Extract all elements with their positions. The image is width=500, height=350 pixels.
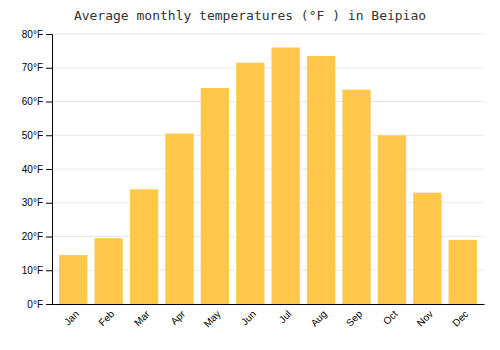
tick-mark: [46, 304, 52, 305]
tick-mark: [46, 270, 52, 271]
tick: 40°F: [22, 164, 52, 175]
tick-mark: [46, 34, 52, 35]
tick-label: 50°F: [22, 130, 43, 141]
tick-label: 70°F: [22, 62, 43, 73]
tick-label: Apr: [168, 308, 187, 327]
bar: [413, 193, 441, 304]
tick-label: Jan: [62, 308, 81, 327]
tick-label: Oct: [381, 308, 400, 327]
tick-mark: [46, 102, 52, 103]
grid-line: [52, 67, 484, 68]
tick-mark: [46, 203, 52, 204]
tick-label: Nov: [415, 308, 435, 328]
y-axis: 0°F 10°F 20°F 30°F 40°F 50°F 60°F 70°F 80°F: [22, 29, 53, 310]
grid-line: [52, 135, 484, 136]
tick-label: Sep: [344, 308, 365, 329]
tick: 30°F: [22, 197, 52, 208]
tick: Dec: [450, 308, 470, 328]
tick-label: Jul: [277, 308, 294, 325]
tick: 60°F: [22, 96, 52, 107]
tick: May: [202, 308, 223, 329]
tick: Jul: [277, 308, 294, 325]
tick-label: 80°F: [22, 29, 43, 40]
tick-label: Jun: [239, 308, 258, 327]
bar: [342, 90, 370, 304]
tick: Mar: [132, 308, 152, 328]
bar: [94, 238, 122, 304]
tick-label: 20°F: [22, 231, 43, 242]
bar: [130, 189, 158, 304]
tick-label: May: [202, 308, 223, 329]
tick: Apr: [168, 308, 187, 327]
tick-mark: [46, 135, 52, 136]
x-axis: Jan Feb Mar Apr May Jun Jul Aug Sep Oct Nov Dec: [53, 305, 485, 330]
bar: [201, 88, 229, 304]
tick-mark: [46, 68, 52, 69]
tick: Oct: [381, 308, 400, 327]
bar: [236, 63, 264, 304]
tick-mark: [46, 169, 52, 170]
grid: [52, 34, 484, 304]
title: Average monthly temperatures (°F ) in Be…: [74, 8, 426, 23]
bar: [307, 56, 335, 304]
bar: [378, 135, 406, 304]
bars: [59, 48, 477, 305]
tick-label: Aug: [309, 308, 329, 328]
tick-label: 10°F: [22, 265, 43, 276]
tick: 70°F: [22, 62, 52, 73]
plot: 0°F 10°F 20°F 30°F 40°F 50°F 60°F 70°F 80°F Jan Fe…: [22, 29, 485, 330]
chart: Average monthly temperatures (°F ) in Be…: [0, 0, 500, 350]
bar: [59, 255, 87, 304]
grid-line: [52, 169, 484, 170]
tick: Sep: [344, 308, 365, 329]
tick-label: 30°F: [22, 197, 43, 208]
axis-line: [46, 35, 53, 305]
grid-line: [52, 34, 484, 35]
tick: 50°F: [22, 130, 52, 141]
bar: [272, 48, 300, 305]
tick: Feb: [96, 308, 116, 328]
tick-label: Mar: [132, 308, 152, 328]
tick-label: 0°F: [27, 299, 43, 310]
tick-label: Dec: [450, 308, 470, 328]
axis-line: [53, 304, 485, 305]
bar: [165, 134, 193, 304]
tick-label: Feb: [96, 308, 116, 328]
tick: 80°F: [22, 29, 52, 40]
tick: 10°F: [22, 265, 52, 276]
tick: Aug: [309, 308, 329, 328]
tick-mark: [46, 237, 52, 238]
tick-label: 40°F: [22, 164, 43, 175]
tick: Jun: [239, 308, 258, 327]
bar: [449, 240, 477, 304]
tick: Nov: [415, 308, 435, 328]
tick: 0°F: [27, 299, 52, 310]
tick: 20°F: [22, 231, 52, 242]
tick: Jan: [62, 308, 81, 327]
grid-line: [52, 101, 484, 102]
tick-label: 60°F: [22, 96, 43, 107]
